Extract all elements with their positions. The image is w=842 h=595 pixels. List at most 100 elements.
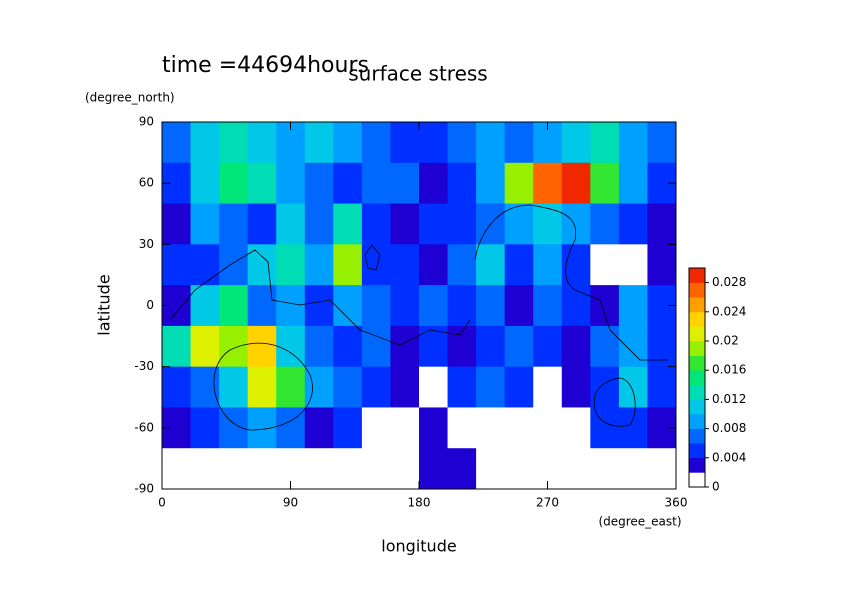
- contour-cell: [276, 244, 306, 286]
- contour-cell: [162, 448, 192, 490]
- colorbar-segment: [689, 326, 705, 342]
- contour-cell: [276, 203, 306, 245]
- contour-cell: [333, 407, 363, 449]
- x-tick-label: 180: [408, 496, 431, 510]
- contour-cell: [361, 203, 391, 245]
- colorbar-segment: [689, 355, 705, 371]
- colorbar-segment: [689, 472, 705, 488]
- colorbar-segment: [689, 311, 705, 327]
- y-tick-label: 90: [139, 115, 154, 129]
- colorbar-frame: [688, 267, 706, 488]
- contour-cell: [618, 122, 648, 164]
- contour-cell: [162, 244, 192, 286]
- contour-cell: [647, 244, 677, 286]
- colorbar-segment: [689, 384, 705, 400]
- contour-cell: [247, 203, 277, 245]
- contour-cell: [447, 285, 477, 327]
- contour-cell: [390, 122, 420, 164]
- contour-cell: [561, 203, 591, 245]
- contour-cell: [390, 244, 420, 286]
- contour-cell: [561, 448, 591, 490]
- contour-cell: [333, 203, 363, 245]
- contour-cell: [476, 285, 506, 327]
- colorbar-segment: [689, 268, 705, 283]
- contour-cell: [590, 244, 620, 286]
- contour-cell: [390, 325, 420, 368]
- colorbar-segment: [689, 457, 705, 473]
- contour-cell: [190, 162, 220, 205]
- x-tick-label: 270: [536, 496, 559, 510]
- contour-cell: [247, 448, 277, 490]
- contour-cell: [419, 407, 449, 449]
- contour-cell: [190, 285, 220, 327]
- contour-cell: [333, 366, 363, 408]
- y-tick-label: 0: [146, 298, 154, 312]
- contour-cell: [447, 162, 477, 205]
- contour-cell: [561, 285, 591, 327]
- contour-cell: [476, 122, 506, 164]
- colorbar: 0 0.004 0.008 0.012 0.016 0.02 0.024 0.028: [688, 267, 746, 494]
- contour-cell: [618, 366, 648, 408]
- contour-cell: [476, 448, 506, 490]
- contour-cell: [304, 162, 334, 205]
- contour-cell: [390, 203, 420, 245]
- colorbar-tick-label: 0: [712, 480, 720, 494]
- y-tick-label: -60: [134, 420, 154, 434]
- contour-cell: [390, 285, 420, 327]
- contour-cell: [304, 244, 334, 286]
- contour-cell: [504, 203, 534, 245]
- coastline: [474, 204, 668, 361]
- contour-cell: [219, 366, 249, 408]
- contour-cell: [476, 244, 506, 286]
- contour-cell: [504, 366, 534, 408]
- contour-cell: [390, 366, 420, 408]
- contour-cell: [304, 448, 334, 490]
- chart-title: surface stress: [348, 62, 487, 86]
- colorbar-segment: [689, 282, 705, 298]
- contour-cell: [219, 448, 249, 490]
- contour-cell: [533, 325, 563, 368]
- contour-cell: [647, 203, 677, 245]
- contour-cell: [190, 244, 220, 286]
- contour-cell: [447, 244, 477, 286]
- contour-cell: [618, 162, 648, 205]
- contour-cell: [162, 203, 192, 245]
- contour-cell: [618, 325, 648, 368]
- contour-cell: [504, 244, 534, 286]
- colorbar-segment: [689, 399, 705, 415]
- contour-cell: [247, 162, 277, 205]
- x-axis-label: longitude: [381, 537, 456, 556]
- contour-cell: [647, 122, 677, 164]
- contour-cell: [476, 407, 506, 449]
- colorbar-segment: [689, 414, 705, 429]
- contour-cell: [590, 122, 620, 164]
- contour-cell: [533, 162, 563, 205]
- contour-cell: [533, 203, 563, 245]
- colorbar-tick-label: 0.016: [712, 363, 746, 377]
- coastlines: [169, 204, 668, 431]
- contour-cell: [561, 325, 591, 368]
- contour-cell: [247, 244, 277, 286]
- contour-cell: [162, 325, 192, 368]
- contour-cell: [333, 122, 363, 164]
- contour-cell: [476, 366, 506, 408]
- contour-cell: [219, 285, 249, 327]
- contour-cell: [419, 203, 449, 245]
- contour-cell: [276, 162, 306, 205]
- contour-cell: [590, 285, 620, 327]
- contour-cell: [276, 325, 306, 368]
- contour-cell: [618, 448, 648, 490]
- contour-cell: [419, 162, 449, 205]
- contour-cell: [162, 366, 192, 408]
- colorbar-tick-label: 0.004: [712, 450, 746, 464]
- contour-cell: [447, 366, 477, 408]
- contour-cell: [162, 122, 192, 164]
- y-axis-label: latitude: [95, 274, 114, 335]
- coastline: [213, 342, 313, 431]
- contour-cell: [333, 448, 363, 490]
- contour-cell: [419, 122, 449, 164]
- contour-cell: [504, 325, 534, 368]
- contour-field: [162, 122, 677, 490]
- contour-cell: [361, 122, 391, 164]
